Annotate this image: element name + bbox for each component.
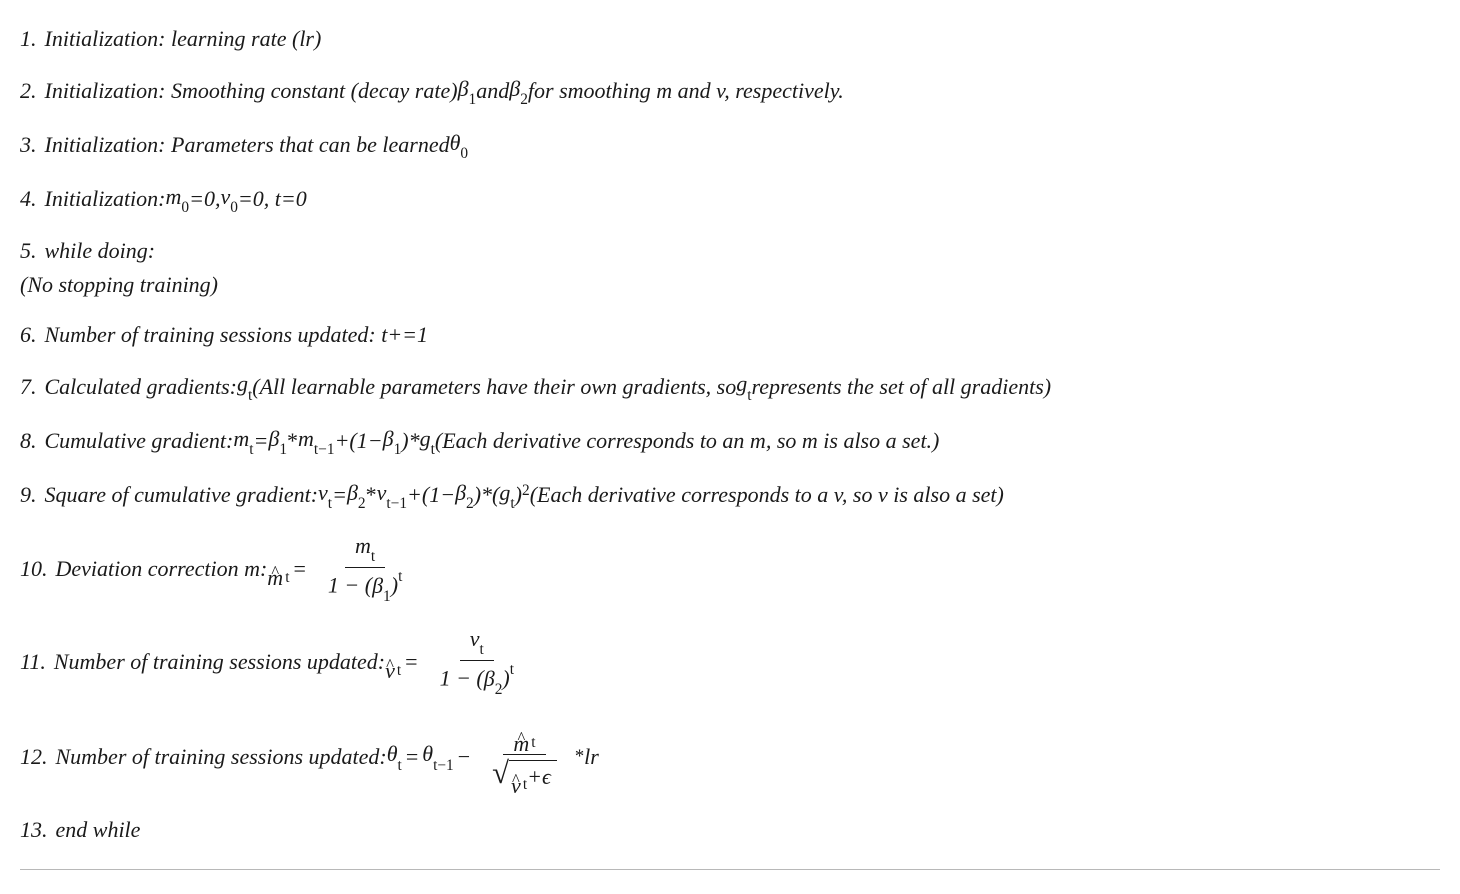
times-b: * bbox=[366, 480, 377, 510]
step-tail: (Each derivative corresponds to an m, so… bbox=[435, 426, 940, 456]
step-suffix: for smoothing m and v, respectively. bbox=[528, 76, 844, 106]
eq-sign: = bbox=[253, 426, 268, 456]
step-text: Initialization: learning rate (lr) bbox=[45, 24, 322, 54]
equation-12: θt = θt−1 − mt √ vt + ϵ * lr bbox=[387, 718, 599, 795]
sq-sup: 2 bbox=[522, 481, 530, 502]
beta-1: β1 bbox=[458, 74, 477, 108]
step-13: 13. end while bbox=[20, 815, 1440, 845]
equation-11: vt = vt 1 − (β2)t bbox=[385, 625, 532, 698]
bottom-rule bbox=[20, 869, 1440, 870]
step-suffix: (All learnable parameters have their own… bbox=[252, 372, 736, 402]
frac-top: mt bbox=[503, 718, 545, 755]
step-prefix: Initialization: Smoothing constant (deca… bbox=[45, 76, 458, 106]
step-number: 12. bbox=[20, 742, 48, 772]
plus-a: +(1− bbox=[335, 426, 383, 456]
m-hat-t: mt bbox=[267, 551, 289, 585]
step-number: 9. bbox=[20, 480, 37, 510]
step-prefix: Calculated gradients: bbox=[45, 372, 237, 402]
step-suffix-2: represents the set of all gradients) bbox=[752, 372, 1052, 402]
step-number: 1. bbox=[20, 24, 37, 54]
m-t-lhs: mt bbox=[233, 424, 253, 458]
close-paren: )*( bbox=[474, 480, 500, 510]
times-a: * bbox=[287, 426, 298, 456]
step-prefix: Square of cumulative gradient: bbox=[45, 480, 319, 510]
beta-2-a: β2 bbox=[347, 478, 366, 512]
frac-top: mt bbox=[345, 532, 385, 568]
sqrt-expr: √ vt + ϵ bbox=[492, 759, 557, 793]
step-11: 11. Number of training sessions updated:… bbox=[20, 625, 1440, 698]
step-number: 13. bbox=[20, 815, 48, 845]
close-times: )* bbox=[401, 426, 419, 456]
step-prefix: Number of training sessions updated: bbox=[56, 742, 387, 772]
step-5-subline: (No stopping training) bbox=[20, 270, 1440, 300]
step-prefix: Initialization: Parameters that can be l… bbox=[45, 130, 450, 160]
fraction-10: mt 1 − (β1)t bbox=[318, 532, 412, 605]
beta-1-a: β1 bbox=[268, 424, 287, 458]
theta-tm1: θt−1 bbox=[422, 739, 453, 773]
eq-sign: = bbox=[332, 480, 347, 510]
close-paren-2: ) bbox=[515, 480, 522, 510]
frac-top: vt bbox=[460, 625, 494, 661]
step-7: 7. Calculated gradients: gt (All learnab… bbox=[20, 369, 1440, 403]
step-5: 5. while doing: bbox=[20, 236, 1440, 266]
step-tail: (Each derivative corresponds to a v, so … bbox=[530, 480, 1004, 510]
equals-sign: = bbox=[406, 742, 418, 772]
step-12: 12. Number of training sessions updated:… bbox=[20, 718, 1440, 795]
g-t: gt bbox=[237, 369, 252, 403]
step-6: 6. Number of training sessions updated: … bbox=[20, 320, 1440, 350]
step-2: 2. Initialization: Smoothing constant (d… bbox=[20, 74, 1440, 108]
step-number: 8. bbox=[20, 426, 37, 456]
theta-0: θ0 bbox=[450, 128, 469, 162]
and-text: and bbox=[476, 76, 509, 106]
step-prefix: Initialization: bbox=[45, 184, 166, 214]
g-t-rhs: gt bbox=[499, 478, 514, 512]
fraction-11: vt 1 − (β2)t bbox=[430, 625, 524, 698]
step-prefix: Cumulative gradient: bbox=[45, 426, 234, 456]
step-10: 10. Deviation correction m: mt = mt 1 − … bbox=[20, 532, 1440, 605]
fraction-12: mt √ vt + ϵ bbox=[482, 718, 567, 795]
m-tm1: mt−1 bbox=[298, 424, 335, 458]
step-text: Number of training sessions updated: t+=… bbox=[45, 320, 429, 350]
g-t-2: gt bbox=[736, 369, 751, 403]
plus-b: +(1− bbox=[407, 480, 455, 510]
equation-10: mt = mt 1 − (β1)t bbox=[267, 532, 420, 605]
g-t-rhs: gt bbox=[420, 424, 435, 458]
step-8: 8. Cumulative gradient: mt = β1 * mt−1 +… bbox=[20, 424, 1440, 458]
equals-sign: = bbox=[405, 647, 417, 677]
step-number: 6. bbox=[20, 320, 37, 350]
step-text: while doing: bbox=[45, 236, 156, 266]
eq-b: =0, t=0 bbox=[238, 184, 307, 214]
step-3: 3. Initialization: Parameters that can b… bbox=[20, 128, 1440, 162]
equals-sign: = bbox=[293, 554, 305, 584]
v-t-lhs: vt bbox=[318, 478, 332, 512]
step-text: end while bbox=[56, 815, 141, 845]
v-tm1: vt−1 bbox=[377, 478, 407, 512]
v-0: v0 bbox=[220, 182, 237, 216]
step-4: 4. Initialization: m0 =0, v0 =0, t=0 bbox=[20, 182, 1440, 216]
step-prefix: Deviation correction m: bbox=[56, 554, 268, 584]
times-final: * bbox=[575, 744, 584, 769]
v-hat-t: vt bbox=[385, 644, 401, 678]
step-number: 7. bbox=[20, 372, 37, 402]
step-number: 3. bbox=[20, 130, 37, 160]
frac-bot: √ vt + ϵ bbox=[482, 755, 567, 795]
step-1: 1. Initialization: learning rate (lr) bbox=[20, 24, 1440, 54]
step-number: 5. bbox=[20, 236, 37, 266]
theta-t: θt bbox=[387, 739, 402, 773]
beta-2-b: β2 bbox=[455, 478, 474, 512]
step-number: 11. bbox=[20, 647, 46, 677]
frac-bot: 1 − (β1)t bbox=[318, 568, 412, 605]
minus-sign: − bbox=[458, 742, 470, 772]
beta-2: β2 bbox=[509, 74, 528, 108]
eq-a: =0, bbox=[189, 184, 220, 214]
step-number: 2. bbox=[20, 76, 37, 106]
m-0: m0 bbox=[166, 182, 190, 216]
beta-1-b: β1 bbox=[383, 424, 402, 458]
lr: lr bbox=[584, 742, 599, 772]
step-prefix: Number of training sessions updated: bbox=[54, 647, 385, 677]
step-9: 9. Square of cumulative gradient: vt = β… bbox=[20, 478, 1440, 512]
step-number: 10. bbox=[20, 554, 48, 584]
step-number: 4. bbox=[20, 184, 37, 214]
frac-bot: 1 − (β2)t bbox=[430, 661, 524, 698]
